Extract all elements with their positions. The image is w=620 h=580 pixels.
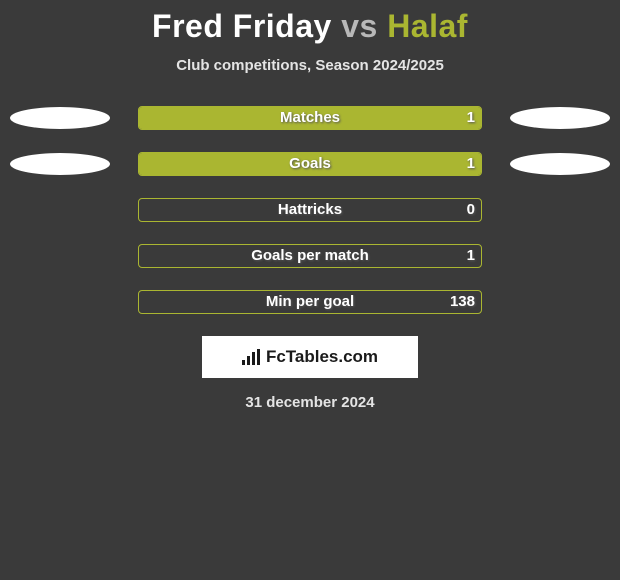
- stat-row: 1Goals per match: [0, 244, 620, 268]
- stat-row: 1Matches: [0, 106, 620, 130]
- stat-label: Min per goal: [139, 293, 481, 310]
- stat-row: 1Goals: [0, 152, 620, 176]
- subtitle: Club competitions, Season 2024/2025: [0, 57, 620, 74]
- value-right: 138: [450, 293, 475, 310]
- bar-track: 1Matches: [138, 106, 482, 130]
- player1-ellipse: [10, 153, 110, 175]
- chart-icon: [242, 349, 260, 365]
- player1-ellipse: [10, 107, 110, 129]
- player2-name: Halaf: [387, 8, 468, 44]
- bar-track: 0Hattricks: [138, 198, 482, 222]
- bar-track: 1Goals: [138, 152, 482, 176]
- logo-box: FcTables.com: [202, 336, 418, 378]
- comparison-widget: Fred Friday vs Halaf Club competitions, …: [0, 0, 620, 411]
- bar-fill-right: [139, 153, 481, 175]
- vs-label: vs: [341, 8, 378, 44]
- value-right: 1: [467, 155, 475, 172]
- logo: FcTables.com: [242, 347, 378, 367]
- stat-row: 138Min per goal: [0, 290, 620, 314]
- logo-text: FcTables.com: [266, 347, 378, 367]
- value-right: 1: [467, 247, 475, 264]
- bar-fill-right: [139, 107, 481, 129]
- stat-label: Goals per match: [139, 247, 481, 264]
- player2-ellipse: [510, 153, 610, 175]
- date-label: 31 december 2024: [0, 394, 620, 411]
- player1-name: Fred Friday: [152, 8, 332, 44]
- value-right: 1: [467, 109, 475, 126]
- stat-label: Hattricks: [139, 201, 481, 218]
- bar-track: 1Goals per match: [138, 244, 482, 268]
- page-title: Fred Friday vs Halaf: [0, 8, 620, 45]
- bar-track: 138Min per goal: [138, 290, 482, 314]
- player2-ellipse: [510, 107, 610, 129]
- stat-row: 0Hattricks: [0, 198, 620, 222]
- stat-rows: 1Matches1Goals0Hattricks1Goals per match…: [0, 106, 620, 314]
- value-right: 0: [467, 201, 475, 218]
